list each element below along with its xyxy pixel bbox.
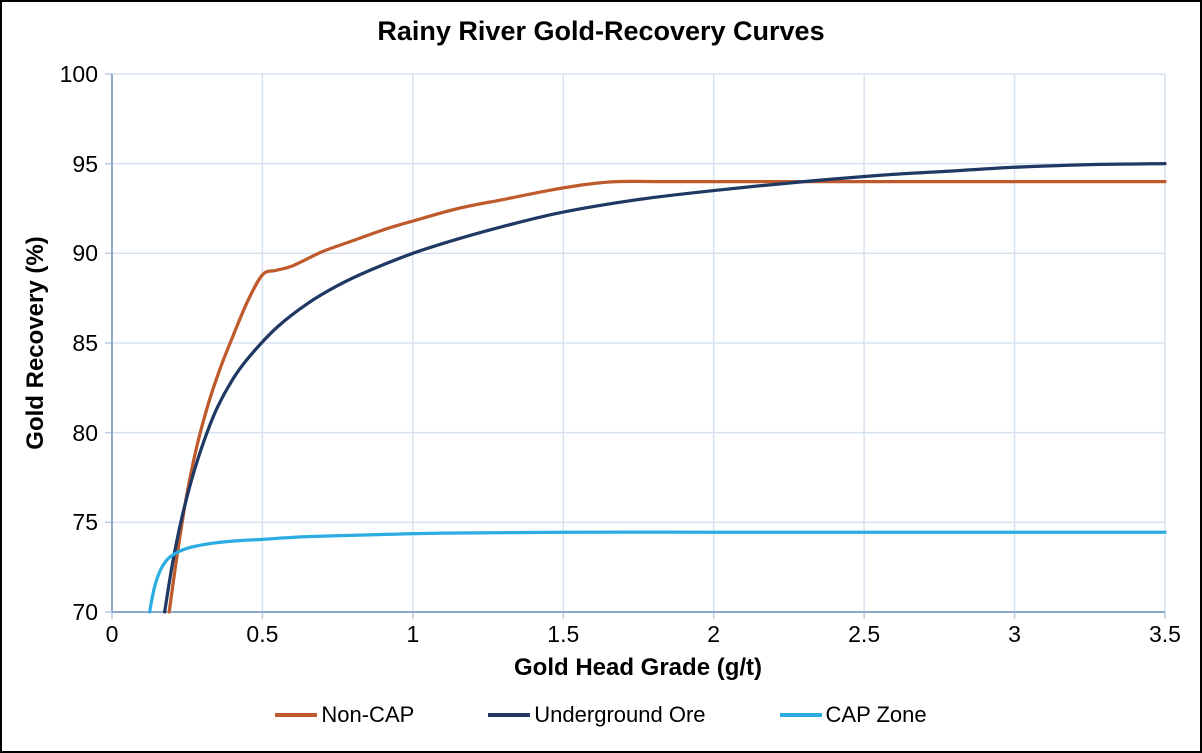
legend-swatch-non-cap [275, 713, 318, 717]
x-tick-label: 1 [406, 621, 420, 647]
y-tick-label: 75 [72, 509, 98, 536]
series-curve-non-cap [167, 179, 1167, 614]
legend-swatch-cap-zone [779, 713, 822, 717]
x-tick-label: 3 [1008, 621, 1021, 647]
x-tick-label: 1.5 [547, 621, 580, 647]
legend-item-underground-ore: Underground Ore [488, 702, 706, 728]
y-tick-label: 80 [72, 419, 98, 446]
x-axis-title: Gold Head Grade (g/t) [513, 654, 763, 681]
legend-label-cap-zone: CAP Zone [825, 702, 927, 727]
legend-item-non-cap: Non-CAP [275, 702, 414, 728]
y-tick-label: 100 [59, 61, 98, 87]
x-tick-label: 2 [707, 621, 721, 647]
legend-label-non-cap: Non-CAP [321, 702, 415, 727]
legend-item-cap-zone: CAP Zone [779, 702, 927, 728]
series-curve-cap-zone [147, 530, 1167, 614]
x-tick-label: 2.5 [848, 621, 881, 647]
legend-swatch-underground-ore [488, 713, 531, 717]
x-tick-label: 0.5 [246, 621, 279, 647]
y-tick-label: 90 [72, 240, 98, 267]
legend-label-underground-ore: Underground Ore [534, 702, 706, 727]
legend: Non-CAP Underground Ore CAP Zone [2, 702, 1200, 728]
y-tick-label: 95 [72, 150, 98, 177]
y-tick-label: 70 [72, 599, 98, 625]
x-tick-label: 3.5 [1149, 621, 1181, 647]
series-curve-underground-ore [163, 162, 1167, 614]
chart-title: Rainy River Gold-Recovery Curves [377, 16, 825, 46]
x-tick-label: 0 [105, 621, 119, 647]
y-tick-label: 85 [72, 330, 98, 356]
y-axis-title: Gold Recovery (%) [22, 236, 49, 450]
